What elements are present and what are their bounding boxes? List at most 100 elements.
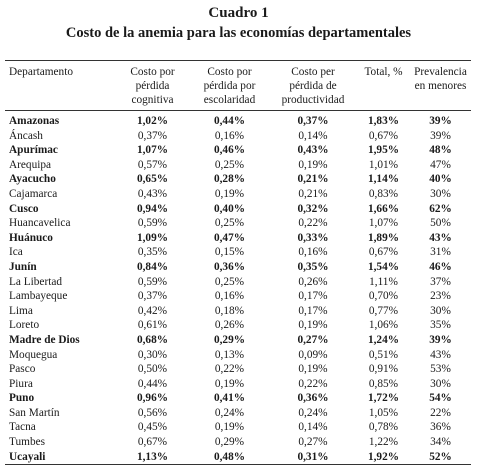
- cell-total: 1,66%: [367, 202, 400, 215]
- cell-costo-cognitiva: 0,59%: [137, 275, 168, 288]
- cell-departamento: La Libertad: [9, 275, 63, 288]
- anemia-cost-table: Departamento Costo por pérdida cognitiva Cos…: [5, 60, 471, 465]
- cell-costo-cognitiva: 1,02%: [136, 115, 169, 127]
- header-departamento: Departamento: [5, 61, 115, 111]
- cell-costo-cognitiva: 0,43%: [137, 187, 168, 200]
- table-row: Ucayali 1,13% 0,48% 0,31% 1,92% 52%: [5, 450, 471, 465]
- table-row: Arequipa 0,57% 0,25% 0,19% 1,01% 47%: [5, 158, 471, 173]
- table-row: Áncash 0,37% 0,16% 0,14% 0,67% 39%: [5, 129, 471, 144]
- cell-prevalencia: 43%: [430, 348, 451, 361]
- cell-prevalencia: 30%: [430, 187, 451, 200]
- cell-costo-productividad: 0,22%: [298, 217, 328, 230]
- cell-total: 1,11%: [369, 275, 398, 288]
- cell-costo-escolaridad: 0,26%: [214, 319, 245, 332]
- cell-prevalencia: 34%: [430, 436, 451, 449]
- cell-costo-escolaridad: 0,28%: [213, 173, 246, 186]
- cell-departamento: Ayacucho: [9, 173, 56, 186]
- cell-prevalencia: 37%: [430, 275, 451, 288]
- cell-costo-cognitiva: 0,56%: [137, 406, 168, 419]
- cell-costo-cognitiva: 0,96%: [136, 392, 169, 405]
- header-line: productividad: [281, 94, 345, 106]
- cell-costo-escolaridad: 0,48%: [213, 450, 246, 463]
- cell-departamento: Lima: [9, 304, 33, 317]
- cell-costo-productividad: 0,21%: [298, 187, 328, 200]
- cell-costo-productividad: 0,14%: [298, 129, 328, 142]
- table-row: La Libertad 0,59% 0,25% 0,26% 1,11% 37%: [5, 275, 471, 290]
- cell-costo-escolaridad: 0,19%: [214, 377, 245, 390]
- cell-costo-productividad: 0,19%: [298, 363, 328, 376]
- cell-total: 0,78%: [368, 421, 399, 434]
- cell-departamento: Piura: [9, 377, 33, 390]
- cell-total: 0,83%: [368, 187, 399, 200]
- table-row: Puno 0,96% 0,41% 0,36% 1,72% 54%: [5, 391, 471, 406]
- table-row: Huánuco 1,09% 0,47% 0,33% 1,89% 43%: [5, 231, 471, 246]
- cell-costo-escolaridad: 0,13%: [214, 348, 245, 361]
- cell-costo-escolaridad: 0,40%: [213, 202, 246, 215]
- cell-prevalencia: 48%: [429, 144, 452, 157]
- cell-prevalencia: 47%: [430, 158, 451, 171]
- cell-costo-cognitiva: 0,67%: [137, 436, 168, 449]
- cell-departamento: Arequipa: [9, 158, 52, 171]
- cell-costo-escolaridad: 0,19%: [214, 421, 245, 434]
- cell-departamento: Moquegua: [9, 348, 58, 361]
- cell-costo-escolaridad: 0,47%: [213, 231, 246, 244]
- cell-costo-escolaridad: 0,36%: [213, 260, 246, 273]
- table-row: Apurímac 1,07% 0,46% 0,43% 1,95% 48%: [5, 143, 471, 158]
- cell-prevalencia: 52%: [429, 450, 452, 463]
- cell-costo-escolaridad: 0,15%: [214, 246, 245, 259]
- table-row: Amazonas 1,02% 0,44% 0,37% 1,83% 39%: [5, 111, 471, 129]
- cell-costo-productividad: 0,31%: [297, 450, 329, 463]
- cell-prevalencia: 35%: [430, 319, 451, 332]
- cell-departamento: Junín: [9, 260, 37, 273]
- cell-prevalencia: 31%: [430, 246, 451, 259]
- cell-costo-cognitiva: 0,35%: [137, 246, 168, 259]
- cell-total: 1,07%: [368, 217, 399, 230]
- cell-prevalencia: 43%: [429, 231, 452, 244]
- cell-costo-productividad: 0,33%: [297, 231, 329, 244]
- cell-costo-productividad: 0,27%: [298, 436, 328, 449]
- table-row: Tacna 0,45% 0,19% 0,14% 0,78% 36%: [5, 420, 471, 435]
- cell-departamento: Madre de Dios: [9, 333, 80, 346]
- cell-costo-escolaridad: 0,16%: [214, 129, 245, 142]
- cell-departamento: Pasco: [9, 363, 36, 376]
- cell-costo-cognitiva: 0,94%: [136, 202, 169, 215]
- cell-prevalencia: 46%: [429, 260, 452, 273]
- cell-costo-escolaridad: 0,29%: [214, 436, 245, 449]
- cell-costo-escolaridad: 0,24%: [214, 406, 245, 419]
- cell-total: 0,67%: [368, 129, 399, 142]
- cell-costo-cognitiva: 0,42%: [137, 304, 168, 317]
- header-line: pérdida: [135, 80, 170, 92]
- table-number: Cuadro 1: [208, 5, 269, 21]
- cell-costo-cognitiva: 0,30%: [137, 348, 168, 361]
- cell-total: 0,70%: [368, 290, 399, 303]
- cell-costo-cognitiva: 0,68%: [136, 333, 169, 346]
- header-line: Departamento: [9, 66, 73, 78]
- cell-costo-productividad: 0,21%: [297, 173, 329, 186]
- cell-departamento: Lambayeque: [9, 290, 68, 303]
- cell-total: 0,85%: [368, 377, 399, 390]
- cell-costo-cognitiva: 1,07%: [136, 144, 169, 157]
- cell-total: 1,05%: [368, 406, 399, 419]
- cell-costo-productividad: 0,16%: [298, 246, 328, 259]
- table-title: Costo de la anemia para las economías de…: [65, 25, 412, 41]
- table-row: Ica 0,35% 0,15% 0,16% 0,67% 31%: [5, 245, 471, 260]
- cell-prevalencia: 39%: [430, 129, 451, 142]
- cell-departamento: Puno: [9, 392, 35, 405]
- table-row: Lambayeque 0,37% 0,16% 0,17% 0,70% 23%: [5, 289, 471, 304]
- header-prevalencia: Prevalencia en menores: [410, 61, 471, 111]
- cell-costo-productividad: 0,14%: [298, 421, 328, 434]
- table-row: Pasco 0,50% 0,22% 0,19% 0,91% 53%: [5, 362, 471, 377]
- cell-prevalencia: 30%: [430, 304, 451, 317]
- cell-costo-cognitiva: 1,09%: [136, 231, 169, 244]
- cell-total: 1,95%: [367, 144, 400, 157]
- table-header: Departamento Costo por pérdida cognitiva Cos…: [5, 60, 471, 111]
- cell-costo-escolaridad: 0,25%: [214, 275, 245, 288]
- header-costo-productividad: Costo per pérdida de productividad: [269, 61, 357, 111]
- cell-departamento: Tumbes: [9, 436, 45, 449]
- cell-costo-cognitiva: 0,44%: [137, 377, 168, 390]
- cell-departamento: Apurímac: [9, 144, 58, 157]
- cell-costo-productividad: 0,24%: [298, 406, 328, 419]
- table-row: Huancavelica 0,59% 0,25% 0,22% 1,07% 50%: [5, 216, 471, 231]
- header-total: Total, %: [357, 61, 410, 111]
